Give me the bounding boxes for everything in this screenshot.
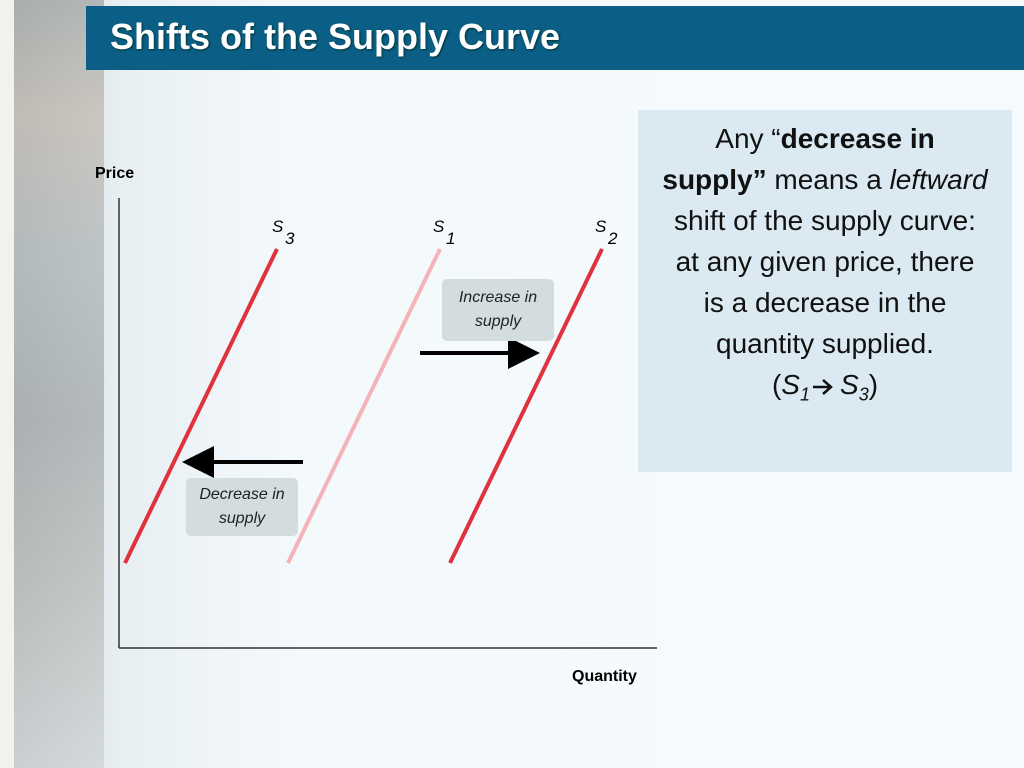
street-photo: [14, 0, 104, 768]
explanation-box: Any “decrease in supply” means a leftwar…: [638, 110, 1012, 472]
note-subscript: 3: [859, 385, 869, 405]
increase-callout: Increase in supply: [442, 279, 554, 341]
note-text: (: [771, 369, 782, 400]
slide-edge: [0, 0, 14, 768]
note-text: ): [868, 369, 879, 400]
curve-subscript: 3: [285, 229, 295, 248]
note-italic: leftward: [889, 164, 988, 195]
note-text: shift of the supply curve: at any given …: [674, 205, 976, 359]
note-text: Any “: [715, 123, 781, 154]
header-bar: [86, 6, 1024, 70]
curve-subscript: 1: [446, 229, 455, 248]
curve-label: S: [272, 217, 284, 236]
supply-curve-s3: [123, 248, 279, 564]
note-text: means a: [766, 164, 890, 195]
x-axis-label: Quantity: [572, 668, 637, 685]
note-italic: S: [781, 369, 800, 400]
curve-label: S: [595, 217, 607, 236]
decrease-callout: Decrease in supply: [186, 478, 298, 536]
arrow-icon: [813, 378, 833, 395]
curve-subscript: 2: [607, 229, 618, 248]
note-italic: 1: [799, 384, 810, 405]
y-axis-label: Price: [95, 165, 134, 182]
supply-curve-s1: [286, 248, 442, 564]
curve-label: S: [433, 217, 445, 236]
supply-curve-s2: [448, 248, 604, 564]
note-italic: 3: [858, 384, 869, 405]
note-subscript: 1: [800, 385, 810, 405]
note-italic: S: [840, 369, 859, 400]
title: Shifts of the Supply Curve: [110, 16, 561, 57]
note-bold: decrease in supply”: [662, 123, 935, 195]
